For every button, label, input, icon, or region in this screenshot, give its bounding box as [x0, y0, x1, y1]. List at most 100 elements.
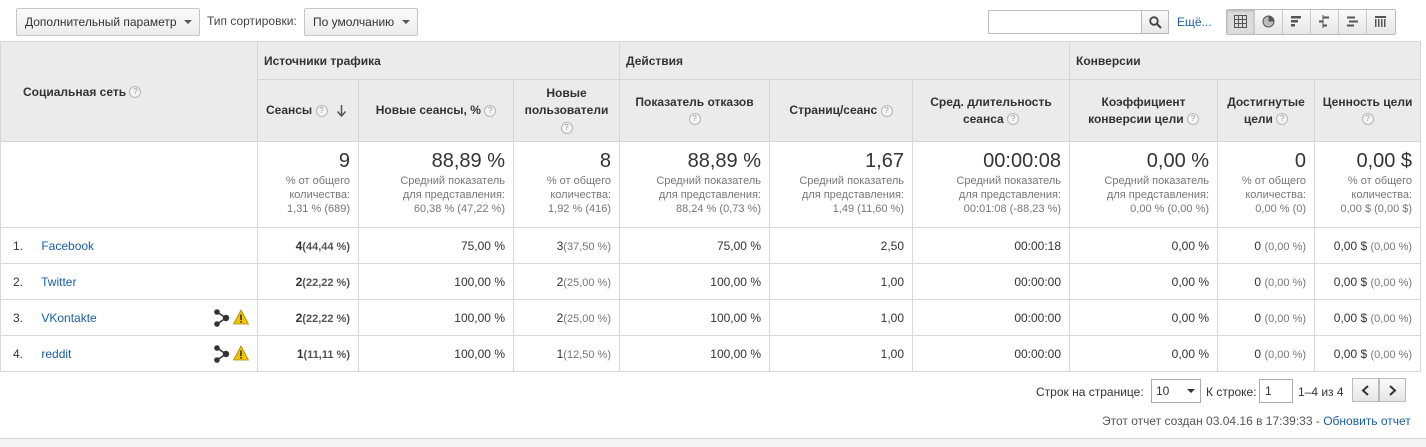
network-icon	[214, 345, 230, 363]
secondary-dimension-dropdown[interactable]: Дополнительный параметр	[16, 8, 200, 36]
row-avg-duration: 00:00:00	[911, 263, 1071, 300]
next-page-button[interactable]	[1379, 378, 1406, 402]
total-value: 0,00 $	[1356, 150, 1413, 172]
row-bounce-rate: 100,00 %	[619, 299, 770, 336]
pagination: Строк на странице: 10 К строке: 1 1–4 из…	[0, 377, 1420, 407]
cell-percent: (0,00 %)	[1370, 276, 1413, 289]
total-caption: % от общего	[546, 175, 611, 187]
cell-percent: (44,44 %)	[302, 240, 350, 253]
row-dimension-cell: 4. reddit	[0, 335, 258, 372]
report-created-note: Этот отчет создан 03.04.16 в 17:39:33 - …	[1102, 414, 1411, 428]
metric-header-new-sessions[interactable]: Новые сеансы, % ?	[358, 79, 514, 142]
row-dimension-cell: 1. Facebook	[0, 227, 258, 264]
totals-row: 9 % от общего количества: 1,31 % (689) 88,8…	[0, 141, 1422, 228]
prev-page-button[interactable]	[1352, 378, 1379, 402]
pie-chart-icon	[1262, 15, 1275, 28]
table-row: 1. Facebook 4(44,44 %) 75,00 % 3(37,50 %…	[0, 227, 1422, 264]
table-view-button[interactable]	[1227, 10, 1255, 34]
help-icon[interactable]: ?	[880, 104, 893, 117]
metric-header-new-users[interactable]: Новые пользователи ?	[513, 79, 620, 142]
rows-per-page-select[interactable]: 10	[1151, 379, 1201, 403]
metric-header-sessions[interactable]: Сеансы ?	[257, 79, 359, 142]
help-icon[interactable]: ?	[1361, 113, 1374, 126]
cell-value: 2	[556, 274, 564, 289]
warning-icon[interactable]	[233, 309, 249, 325]
table-row: 4. reddit 1(11,11 %) 100,00 % 1(12,50 %)…	[0, 335, 1422, 372]
total-value: 88,89 %	[431, 150, 505, 172]
row-index: 1.	[13, 238, 24, 253]
cell-percent: (0,00 %)	[1370, 348, 1413, 361]
goto-row-input[interactable]: 1	[1259, 379, 1293, 403]
row-dimension-link[interactable]: Facebook	[41, 238, 95, 253]
row-sessions: 1(11,11 %)	[257, 335, 359, 372]
cell-value: 1	[296, 346, 304, 361]
page-range: 1–4 из 4	[1298, 385, 1344, 399]
row-dimension-link[interactable]: Twitter	[41, 274, 77, 289]
total-value: 8	[599, 150, 611, 172]
cell-value: 0	[1254, 238, 1262, 253]
cell-percent: (0,00 %)	[1264, 240, 1307, 253]
metric-header-label: Сеансы	[266, 103, 313, 117]
cell-value: 2	[556, 310, 564, 325]
row-goal-value: 0,00 $ (0,00 %)	[1314, 263, 1422, 300]
row-sessions: 2(22,22 %)	[257, 299, 359, 336]
help-icon[interactable]: ?	[1007, 113, 1020, 126]
cell-value: 0,00 $	[1333, 238, 1368, 253]
cell-percent: (0,00 %)	[1264, 276, 1307, 289]
row-conversion-rate: 0,00 %	[1069, 263, 1219, 300]
row-dimension-link[interactable]: reddit	[41, 346, 72, 361]
metric-header-avg-duration[interactable]: Сред. длительность сеанса ?	[911, 79, 1071, 142]
help-icon[interactable]: ?	[484, 104, 497, 117]
help-icon[interactable]: ?	[560, 121, 573, 134]
report-created-text: Этот отчет создан 03.04.16 в 17:39:33 -	[1102, 414, 1320, 428]
refresh-report-link[interactable]: Обновить отчет	[1323, 414, 1411, 428]
group-header-actions: Действия	[618, 41, 1071, 80]
total-caption: Средний показатель	[1104, 175, 1210, 187]
cell-percent: (11,11 %)	[303, 348, 350, 361]
metric-header-pages-per-session[interactable]: Страниц/сеанс ?	[769, 79, 913, 142]
help-icon[interactable]: ?	[688, 113, 701, 126]
total-caption: 60,38 % (47,22 %)	[413, 203, 505, 215]
performance-view-button[interactable]	[1283, 10, 1311, 34]
table-row: 3. VKontakte 2(22,22 %) 100,00 % 2(25,00…	[0, 299, 1422, 336]
row-avg-duration: 00:00:00	[911, 299, 1071, 336]
cell-percent: (25,00 %)	[563, 312, 611, 325]
row-new-sessions: 100,00 %	[358, 299, 514, 336]
term-cloud-view-button[interactable]	[1339, 10, 1367, 34]
chevron-right-icon	[1389, 385, 1397, 396]
metric-header-goal-value[interactable]: Ценность цели ?	[1314, 79, 1422, 142]
metric-header-bounce-rate[interactable]: Показатель отказов ?	[619, 79, 770, 142]
cell-value: 2	[295, 310, 303, 325]
dimension-header[interactable]: Социальная сеть ?	[0, 41, 258, 142]
row-bounce-rate: 100,00 %	[619, 263, 770, 300]
row-dimension-link[interactable]: VKontakte	[41, 310, 97, 325]
row-dimension-cell: 3. VKontakte	[0, 299, 258, 336]
metric-header-label: Страниц/сеанс	[789, 103, 878, 117]
help-icon[interactable]: ?	[129, 86, 142, 99]
warning-icon[interactable]	[233, 345, 249, 361]
chevron-down-icon	[402, 20, 410, 24]
metric-header-conversion-rate[interactable]: Коэффициент конверсии цели ?	[1069, 79, 1219, 142]
pie-view-button[interactable]	[1255, 10, 1283, 34]
search-button[interactable]	[1141, 10, 1169, 34]
metric-header-label: Сред. длительность сеанса	[930, 94, 1052, 126]
comparison-view-button[interactable]	[1311, 10, 1339, 34]
search-input[interactable]	[988, 10, 1142, 34]
more-link[interactable]: Ещё...	[1177, 15, 1212, 29]
total-caption: 88,24 % (0,73 %)	[676, 203, 761, 215]
row-new-sessions: 75,00 %	[358, 227, 514, 264]
row-goal-value: 0,00 $ (0,00 %)	[1314, 335, 1422, 372]
help-icon[interactable]: ?	[1186, 113, 1199, 126]
help-icon[interactable]: ?	[1276, 113, 1289, 126]
total-goal-value: 0,00 $ % от общего количества: 0,00 $ (0,00…	[1314, 141, 1422, 228]
cell-percent: (0,00 %)	[1264, 348, 1307, 361]
total-caption: 0,00 $ (0,00 $)	[1340, 203, 1413, 215]
help-icon[interactable]: ?	[315, 104, 328, 117]
cell-percent: (37,50 %)	[563, 240, 611, 253]
total-caption: % от общего	[1347, 175, 1413, 187]
total-value: 0,00 %	[1146, 150, 1210, 172]
cell-value: 0	[1254, 310, 1262, 325]
sort-type-dropdown[interactable]: По умолчанию	[304, 8, 418, 36]
pivot-view-button[interactable]	[1367, 10, 1395, 34]
metric-header-goal-completions[interactable]: Достигнутые цели ?	[1217, 79, 1316, 142]
